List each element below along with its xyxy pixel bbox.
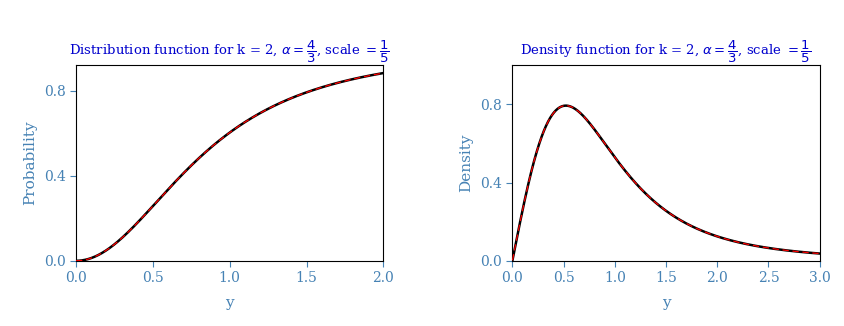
Title: Density function for k = 2, $\alpha = \dfrac{4}{3}$, scale $= \dfrac{1}{5}$: Density function for k = 2, $\alpha = \d… bbox=[520, 39, 810, 65]
Y-axis label: Probability: Probability bbox=[23, 121, 37, 205]
X-axis label: y: y bbox=[225, 296, 234, 310]
X-axis label: y: y bbox=[661, 296, 669, 310]
Y-axis label: Density: Density bbox=[458, 134, 473, 192]
Title: Distribution function for k = 2, $\alpha = \dfrac{4}{3}$, scale $= \dfrac{1}{5}$: Distribution function for k = 2, $\alpha… bbox=[69, 39, 390, 65]
